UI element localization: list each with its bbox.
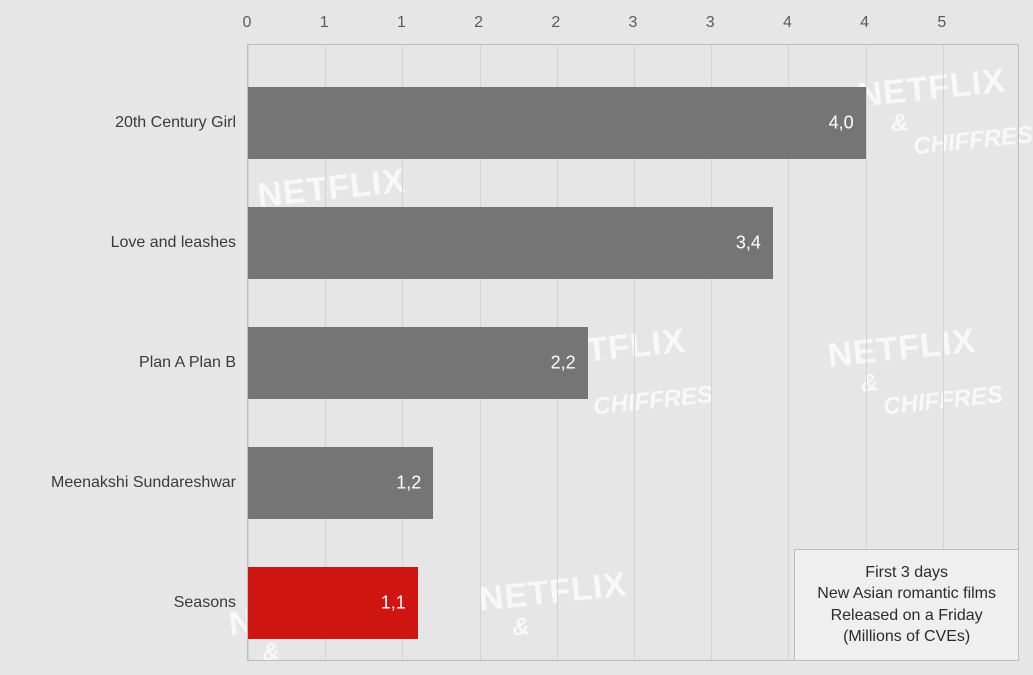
bar-value-label: 1,2 xyxy=(396,473,421,494)
bar: 3,4 xyxy=(248,207,773,279)
legend-line: New Asian romantic films xyxy=(817,583,996,605)
bar-value-label: 3,4 xyxy=(736,233,761,254)
y-category-label: Seasons xyxy=(174,594,248,612)
bar-value-label: 1,1 xyxy=(381,593,406,614)
x-tick-label: 3 xyxy=(706,14,715,32)
y-category-label: Love and leashes xyxy=(111,234,248,252)
y-category-label: Meenakshi Sundareshwar xyxy=(51,474,248,492)
bar: 4,0 xyxy=(248,87,866,159)
y-category-label: 20th Century Girl xyxy=(115,114,248,132)
x-tick-label: 1 xyxy=(320,14,329,32)
x-tick-label: 1 xyxy=(397,14,406,32)
bar: 1,1 xyxy=(248,567,418,639)
bar: 2,2 xyxy=(248,327,588,399)
x-tick-label: 0 xyxy=(243,14,252,32)
x-tick-label: 2 xyxy=(474,14,483,32)
bar: 1,2 xyxy=(248,447,433,519)
legend-line: Released on a Friday xyxy=(817,605,996,627)
x-tick-label: 4 xyxy=(860,14,869,32)
bar-value-label: 4,0 xyxy=(829,113,854,134)
x-tick-label: 3 xyxy=(629,14,638,32)
x-tick-label: 4 xyxy=(783,14,792,32)
legend-line: First 3 days xyxy=(817,562,996,584)
legend-line: (Millions of CVEs) xyxy=(817,626,996,648)
x-tick-label: 2 xyxy=(551,14,560,32)
x-tick-label: 5 xyxy=(937,14,946,32)
bar-chart: NETFLIX & CHIFFRES NETFLIX & CHIFFRES NE… xyxy=(0,0,1033,675)
bar-value-label: 2,2 xyxy=(551,353,576,374)
chart-legend: First 3 days New Asian romantic films Re… xyxy=(794,549,1019,661)
y-category-label: Plan A Plan B xyxy=(139,354,248,372)
